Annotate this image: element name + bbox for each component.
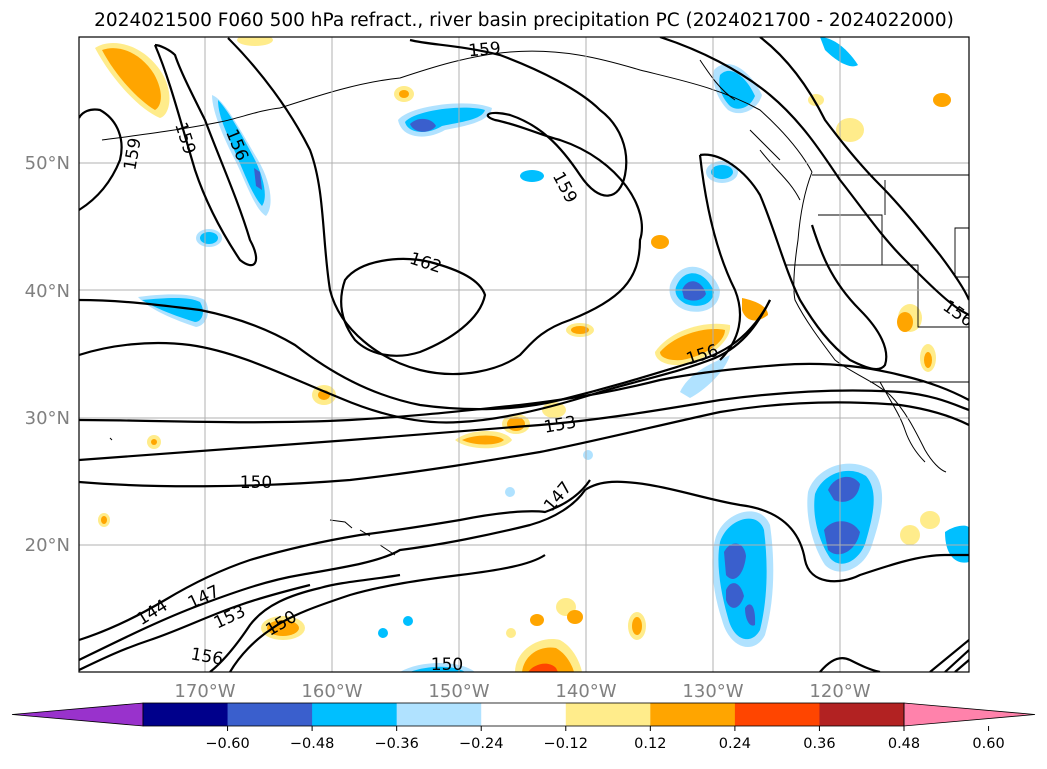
colorbar-segment [481,703,567,726]
refractivity-contours [79,37,969,672]
lon-label: 140°W [555,681,616,702]
map-frame [78,36,970,673]
colorbar-tick-label: −0.36 [374,736,418,752]
lat-label: 50°N [25,153,70,174]
lon-label: 160°W [301,681,362,702]
colorbar: −0.60 −0.48 −0.36 −0.24 −0.12 0.12 0.24 0.36 0.4… [11,702,1036,752]
colorbar-extend-high [903,702,1036,727]
lon-label: 170°W [174,681,235,702]
colorbar-tick-label: 0.24 [719,736,751,752]
colorbar-tick-label: 0.36 [803,736,835,752]
colorbar-tick-label: 0.60 [972,736,1004,752]
map-title: 2024021500 F060 500 hPa refract., river … [94,10,954,31]
colorbar-tick-label: 0.12 [634,736,666,752]
colorbar-tick-label: −0.12 [544,736,588,752]
colorbar-segment [227,703,313,726]
contour-label: 150 [240,473,272,493]
lat-label: 30°N [25,408,70,429]
colorbar-segment [650,703,736,726]
colorbar-tick-label: −0.48 [290,736,334,752]
contour-label: 150 [431,655,463,675]
colorbar-tick-label: 0.48 [888,736,920,752]
colorbar-segment [143,703,229,726]
colorbar-tick-label: −0.60 [205,736,249,752]
colorbar-frame [142,702,905,727]
lon-label: 130°W [682,681,743,702]
contour-label: 159 [468,39,502,62]
colorbar-segment [565,703,651,726]
colorbar-segment [734,703,820,726]
colorbar-segment [312,703,398,726]
lon-label: 150°W [428,681,489,702]
colorbar-segment [396,703,482,726]
lon-label: 120°W [809,681,870,702]
colorbar-segment [819,703,905,726]
latitude-labels: 50°N 40°N 30°N 20°N [25,153,70,556]
precip-shading [95,37,969,672]
lat-label: 40°N [25,281,70,302]
colorbar-extend-low [11,702,144,727]
longitude-labels: 170°W 160°W 150°W 140°W 130°W 120°W [174,681,870,702]
lat-label: 20°N [25,535,70,556]
gridlines [79,37,969,672]
colorbar-tick-label: −0.24 [459,736,503,752]
